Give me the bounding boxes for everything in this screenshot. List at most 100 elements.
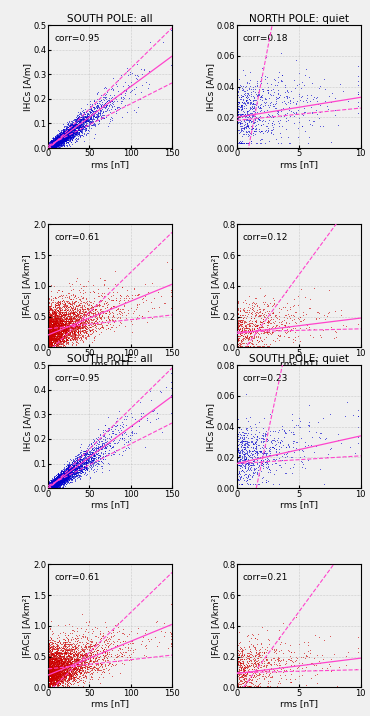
Point [47,480,53,491]
Point [132,413,138,425]
Point [50,481,56,493]
Point [71,654,77,665]
Point [62,470,68,482]
Point [54,480,60,491]
Point [239,648,245,659]
Point [57,476,63,488]
Point [86,457,92,468]
Point [46,637,52,649]
Point [56,661,62,672]
Point [73,300,79,311]
Point [51,311,57,323]
Point [58,132,64,144]
Point [53,474,59,485]
Point [48,336,54,347]
Point [47,141,53,153]
Point [79,114,85,125]
Point [59,474,65,485]
Point [95,299,101,310]
Point [52,135,58,147]
Point [53,134,59,145]
Point [67,462,73,473]
Point [55,307,61,319]
Point [54,678,60,690]
Point [69,132,75,143]
Point [293,98,299,110]
Point [47,324,53,336]
Point [60,135,66,146]
Point [55,134,61,145]
Point [74,320,80,332]
Point [56,138,62,150]
Point [53,480,59,491]
Point [57,631,63,642]
Point [50,319,56,330]
Point [70,117,75,128]
Point [107,435,113,447]
Point [102,659,108,670]
Point [54,472,60,483]
Point [64,326,70,338]
Point [95,290,101,301]
Point [63,654,68,666]
Point [72,639,78,651]
Point [263,652,269,663]
Point [63,137,69,149]
Point [58,465,64,477]
Point [48,483,54,494]
Point [60,316,65,327]
Point [61,468,67,479]
Point [74,323,80,334]
Point [57,130,63,141]
Point [108,631,114,642]
Point [110,311,116,322]
Point [83,626,88,637]
Point [57,482,63,493]
Point [81,657,87,668]
Point [51,309,57,320]
Point [70,651,75,662]
Point [54,314,60,326]
Point [87,458,92,470]
Point [56,138,61,150]
Point [55,137,61,149]
Point [55,673,61,684]
Point [57,637,63,649]
Point [81,309,87,321]
Point [84,446,90,458]
Point [58,127,64,138]
Point [48,660,54,672]
Point [100,306,106,318]
Point [53,664,58,675]
Point [57,135,63,147]
Point [60,677,65,689]
Point [69,331,75,342]
Point [66,473,72,484]
Point [47,480,53,492]
Point [48,326,54,338]
Point [258,91,264,102]
Point [241,470,247,481]
Point [56,658,61,669]
Point [74,316,80,327]
Point [46,334,52,346]
Point [85,450,91,462]
Point [47,141,53,153]
Point [250,459,256,470]
Point [235,312,241,324]
Point [55,312,61,324]
Point [58,475,64,487]
Point [72,464,78,475]
Point [60,337,66,348]
Point [272,316,278,327]
Point [63,669,69,680]
Point [50,138,56,150]
Point [46,647,51,658]
Point [80,280,86,291]
Point [55,131,61,142]
Point [118,69,124,81]
Point [57,128,63,140]
Point [59,324,65,335]
Point [261,672,267,684]
Point [67,125,73,137]
